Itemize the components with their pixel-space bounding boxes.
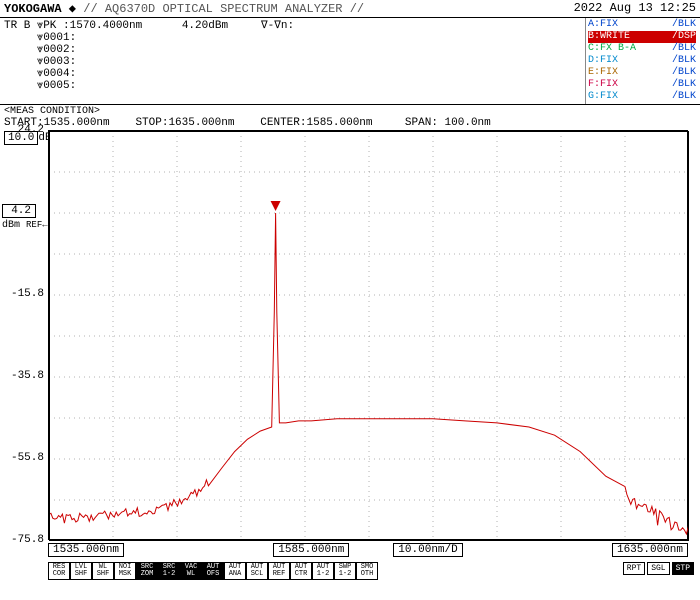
- sweep-sgl-indicator[interactable]: SGL: [647, 562, 669, 575]
- x-start: 1535.000: [53, 544, 106, 556]
- stop-wl: 1635.000nm: [168, 117, 234, 129]
- trace-info: TR B ⩔PK :1570.4000nm 4.20dBm ∇-∇n: ⩔000…: [0, 18, 585, 104]
- status-icon-vac-wl[interactable]: VACWL: [180, 562, 202, 580]
- sweep-stp-indicator[interactable]: STP: [672, 562, 694, 575]
- y-tick-label: 24.2: [18, 124, 44, 136]
- x-axis-readouts: 1535.000nm 1585.000nm 10.00nm/D 1635.000…: [0, 543, 700, 557]
- x-stop: 1635.000: [617, 544, 670, 556]
- legend-row: G:FIX/BLK: [588, 91, 696, 103]
- legend-row: F:FIX/BLK: [588, 79, 696, 91]
- legend-row: B:WRITE/DSP: [588, 31, 696, 43]
- status-icon-aut-scl[interactable]: AUTSCL: [246, 562, 268, 580]
- trace-marker-row: ⩔0003:: [4, 56, 581, 68]
- y-tick-label: -35.8: [11, 370, 44, 382]
- status-icon-res-cor[interactable]: RESCOR: [48, 562, 70, 580]
- status-icon-src-zom[interactable]: SRCZOM: [136, 562, 158, 580]
- header-bar: YOKOGAWA ◆ // AQ6370D OPTICAL SPECTRUM A…: [0, 0, 700, 18]
- sweep-indicators: RPTSGLSTP: [623, 562, 694, 575]
- status-icon-src-1-2[interactable]: SRC1-2: [158, 562, 180, 580]
- ref-level-box[interactable]: 4.2: [2, 204, 36, 218]
- trace-marker-row: ⩔0001:: [4, 32, 581, 44]
- peak-readout: TR B ⩔PK :1570.4000nm 4.20dBm ∇-∇n:: [4, 20, 581, 32]
- status-icon-strip: RESCORLVLSHFWLSHFNOIMSKSRCZOMSRC1-2VACWL…: [48, 562, 378, 580]
- status-icon-wl-shf[interactable]: WLSHF: [92, 562, 114, 580]
- y-tick-label: -55.8: [11, 452, 44, 464]
- y-axis-labels: 24.2-15.8-35.8-55.8-75.84.2dBm REF←: [0, 130, 46, 540]
- status-icon-aut-ctr[interactable]: AUTCTR: [290, 562, 312, 580]
- status-icon-swp-1-2[interactable]: SWP1-2: [334, 562, 356, 580]
- y-tick-label: -15.8: [11, 288, 44, 300]
- span-wl: 100.0nm: [445, 117, 491, 129]
- trace-legend: A:FIX/BLKB:WRITE/DSPC:FX B-A/BLKD:FIX/BL…: [585, 18, 700, 104]
- status-icon-aut-ana[interactable]: AUTANA: [224, 562, 246, 580]
- spectrum-chart[interactable]: [48, 130, 688, 540]
- status-icon-smo-oth[interactable]: SMOOTH: [356, 562, 378, 580]
- center-wl: 1585.000nm: [307, 117, 373, 129]
- start-wl: 1535.000nm: [44, 117, 110, 129]
- legend-row: D:FIX/BLK: [588, 55, 696, 67]
- model-subtitle: // AQ6370D OPTICAL SPECTRUM ANALYZER //: [83, 2, 364, 16]
- brand: YOKOGAWA ◆: [4, 2, 76, 16]
- status-icon-aut-1-2[interactable]: AUT1-2: [312, 562, 334, 580]
- meas-title: <MEAS CONDITION>: [4, 106, 696, 117]
- status-icon-aut-ofs[interactable]: AUTOFS: [202, 562, 224, 580]
- x-div: 10.00: [398, 544, 431, 556]
- datetime: 2022 Aug 13 12:25: [574, 1, 696, 16]
- trace-marker-row: ⩔0005:: [4, 80, 581, 92]
- sweep-rpt-indicator[interactable]: RPT: [623, 562, 645, 575]
- status-icon-noi-msk[interactable]: NOIMSK: [114, 562, 136, 580]
- x-center: 1585.000: [278, 544, 331, 556]
- legend-row: E:FIX/BLK: [588, 67, 696, 79]
- trace-marker-row: ⩔0004:: [4, 68, 581, 80]
- legend-row: C:FX B-A/BLK: [588, 43, 696, 55]
- trace-marker-row: ⩔0002:: [4, 44, 581, 56]
- legend-row: A:FIX/BLK: [588, 19, 696, 31]
- status-icon-aut-ref[interactable]: AUTREF: [268, 562, 290, 580]
- ref-unit-label: dBm REF←: [2, 220, 48, 231]
- status-icon-lvl-shf[interactable]: LVLSHF: [70, 562, 92, 580]
